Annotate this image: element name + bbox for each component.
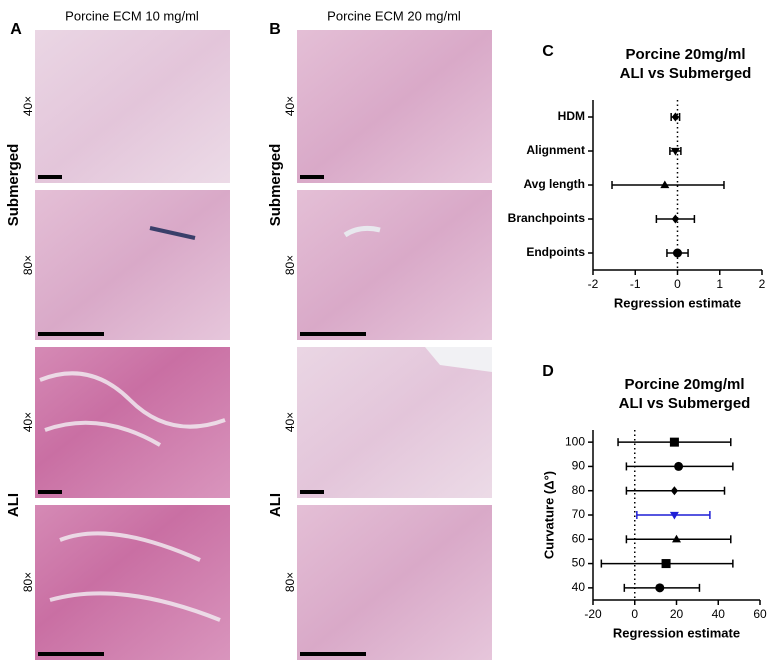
magnification-label: 80×	[21, 572, 35, 592]
point-marker	[660, 180, 670, 189]
panel-label: B	[269, 21, 281, 38]
scale-bars	[38, 175, 366, 656]
y-tick-label: HDM	[558, 109, 585, 123]
y-tick-label: 50	[572, 556, 586, 570]
point-marker	[661, 559, 671, 569]
y-axis-label: Curvature (Δ°)	[541, 471, 556, 559]
y-tick-label: 60	[572, 531, 586, 545]
condition-label: Submerged	[267, 144, 284, 227]
y-tick-label: 80	[572, 483, 586, 497]
condition-label: Submerged	[5, 144, 22, 227]
magnification-label: 40×	[21, 96, 35, 116]
condition-label: ALI	[267, 493, 284, 517]
micrograph	[35, 347, 230, 498]
x-tick-label: 40	[712, 607, 726, 621]
y-tick-label: 90	[572, 459, 586, 473]
point-marker	[673, 248, 682, 258]
point-marker	[669, 511, 679, 520]
x-tick-label: -2	[588, 277, 599, 291]
column-header: Porcine ECM 10 mg/ml	[65, 8, 199, 23]
panel-label: A	[10, 21, 22, 38]
micrograph	[297, 190, 492, 340]
magnification-label: 40×	[283, 96, 297, 116]
chart-subtitle: ALI vs Submerged	[620, 65, 752, 82]
magnification-label: 40×	[21, 412, 35, 432]
y-tick-label: 40	[572, 580, 586, 594]
x-tick-label: 2	[759, 277, 766, 291]
x-tick-label: -1	[630, 277, 641, 291]
micrograph	[35, 505, 230, 660]
panel-label: C	[542, 43, 554, 60]
point-marker	[672, 534, 681, 543]
chart-subtitle: ALI vs Submerged	[619, 395, 751, 412]
x-tick-label: 0	[631, 607, 638, 621]
micrographs	[35, 30, 492, 660]
y-tick-label: Avg length	[523, 177, 585, 191]
magnification-label: 80×	[283, 255, 297, 275]
point-marker	[671, 214, 679, 224]
chart-title: Porcine 20mg/ml	[625, 46, 745, 63]
point-marker	[655, 583, 665, 593]
condition-label: ALI	[5, 493, 22, 517]
y-tick-label: Endpoints	[526, 245, 585, 259]
y-tick-label: 70	[572, 507, 586, 521]
magnification-label: 80×	[21, 255, 35, 275]
x-tick-label: 60	[753, 607, 767, 621]
panel-label: D	[542, 363, 554, 380]
x-tick-label: 0	[674, 277, 681, 291]
point-marker	[674, 461, 684, 471]
magnification-label: 80×	[283, 572, 297, 592]
micrograph	[35, 30, 230, 183]
x-axis-label: Regression estimate	[613, 625, 740, 640]
micrograph	[35, 190, 230, 340]
micrograph	[297, 30, 492, 183]
column-header: Porcine ECM 20 mg/ml	[327, 8, 461, 23]
x-tick-label: 20	[670, 607, 684, 621]
point-marker	[671, 112, 679, 122]
point-marker	[669, 437, 679, 447]
x-tick-label: -20	[584, 607, 602, 621]
micrograph	[297, 505, 492, 660]
point-marker	[670, 147, 680, 156]
x-tick-label: 1	[716, 277, 723, 291]
y-tick-label: Branchpoints	[508, 211, 586, 225]
micrograph	[297, 347, 492, 498]
magnification-label: 40×	[283, 412, 297, 432]
x-axis-label: Regression estimate	[614, 295, 741, 310]
chart-title: Porcine 20mg/ml	[624, 376, 744, 393]
y-tick-label: Alignment	[526, 143, 585, 157]
y-tick-label: 100	[565, 434, 585, 448]
point-marker	[670, 486, 679, 496]
